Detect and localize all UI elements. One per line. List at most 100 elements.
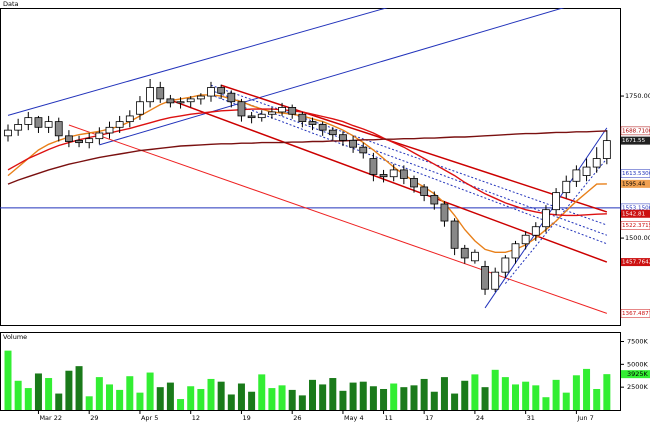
volume-bar	[572, 375, 580, 410]
candle-body	[440, 203, 449, 222]
trendline	[7, 8, 388, 116]
price-label-box	[620, 221, 650, 230]
volume-bar	[369, 386, 377, 410]
volume-bar	[85, 396, 93, 410]
y-tick-label: 1500.00	[625, 234, 650, 242]
candle-body	[420, 186, 429, 196]
panel-title: Volume	[3, 333, 27, 341]
volume-bar	[481, 387, 489, 410]
price-label-box	[621, 209, 650, 218]
x-tick-label: Jun 7	[576, 414, 593, 422]
x-tick-label: 12	[192, 414, 200, 422]
candle-body	[572, 169, 581, 182]
candle-body	[125, 115, 134, 123]
volume-bar	[34, 373, 42, 410]
volume-bar	[278, 385, 286, 410]
candle-body	[552, 192, 560, 211]
x-tick-label: 17	[425, 414, 433, 422]
candle-body	[186, 98, 195, 103]
price-panel	[0, 8, 621, 326]
volume-bar	[237, 383, 245, 410]
candle-body	[14, 124, 23, 131]
volume-bar	[156, 387, 164, 410]
candle-body	[166, 98, 175, 104]
volume-bar	[126, 376, 134, 410]
trendline	[210, 94, 608, 245]
volume-bar	[227, 394, 235, 410]
candle-body	[349, 139, 358, 148]
volume-bar	[146, 372, 154, 410]
volume-bar	[542, 397, 550, 410]
candle-body	[359, 146, 368, 154]
volume-bar	[339, 390, 347, 410]
volume-bar	[390, 383, 398, 410]
volume-bar	[187, 386, 195, 410]
candle-body	[44, 121, 53, 128]
candle-body	[24, 117, 33, 125]
volume-bar	[288, 389, 296, 410]
x-tick-label: 26	[293, 414, 301, 422]
volume-bar	[75, 366, 83, 410]
price-label: 1553.1500	[622, 205, 650, 211]
volume-bar	[603, 374, 611, 410]
x-tick-label: May 4	[344, 414, 364, 422]
volume-bar	[95, 377, 103, 410]
volume-bar	[65, 370, 73, 410]
volume-bar	[420, 378, 428, 410]
volume-panel	[0, 332, 621, 411]
volume-bar	[248, 391, 256, 410]
volume-bar	[14, 380, 22, 410]
y-tick-label: 2500K	[627, 383, 649, 391]
candle-body	[542, 209, 550, 228]
candle-body	[115, 121, 124, 128]
y-tick-label: 7500K	[627, 337, 649, 345]
candle-body	[207, 87, 215, 97]
candle-body	[278, 107, 286, 113]
price-label-box	[621, 258, 650, 267]
candle-body	[308, 121, 317, 125]
volume-bar	[268, 388, 276, 410]
moving-average	[7, 108, 607, 217]
candle-body	[460, 247, 469, 259]
volume-label: 3925K	[627, 370, 649, 378]
moving-average	[7, 130, 607, 185]
annotations: Data 1750.00 1500.00 Mar 22 29 Apr 5 12 19 26 May…	[3, 0, 650, 422]
volume-bar	[329, 378, 337, 410]
candle-body	[491, 271, 500, 290]
candle-body	[237, 101, 246, 117]
candle-body	[298, 113, 307, 123]
trendline	[68, 124, 608, 314]
price-label: 1367.4877	[622, 311, 650, 317]
volume-bar	[4, 350, 12, 410]
candle-body	[450, 220, 459, 249]
candle-body	[34, 117, 43, 128]
volume-bar	[471, 374, 479, 410]
volume-bar	[24, 388, 32, 410]
candle-body	[318, 124, 327, 131]
volume-bar	[491, 369, 499, 410]
volume-bar	[349, 382, 357, 410]
volume-bar	[501, 377, 509, 410]
candle-body	[267, 111, 276, 115]
volume-bar	[116, 389, 124, 410]
volume-bar	[440, 377, 448, 410]
candle-body	[592, 158, 601, 168]
candle-body	[227, 92, 236, 103]
volume-bar	[106, 384, 113, 410]
volume-bar	[258, 374, 266, 410]
x-tick-label: 31	[527, 414, 535, 422]
x-tick-label: 29	[90, 414, 98, 422]
price-label-box	[621, 136, 650, 145]
price-label: 1595.44	[622, 181, 646, 187]
price-label: 1671.55	[622, 138, 646, 144]
x-tick-label: 11	[385, 414, 393, 422]
x-tick-label: 19	[242, 414, 250, 422]
volume-bar	[380, 388, 388, 410]
volume-bar	[451, 393, 459, 410]
candle-body	[602, 140, 611, 159]
candle-body	[369, 158, 378, 175]
candle-body	[95, 132, 104, 140]
volume-bar	[55, 393, 63, 410]
candle-body	[389, 169, 398, 178]
